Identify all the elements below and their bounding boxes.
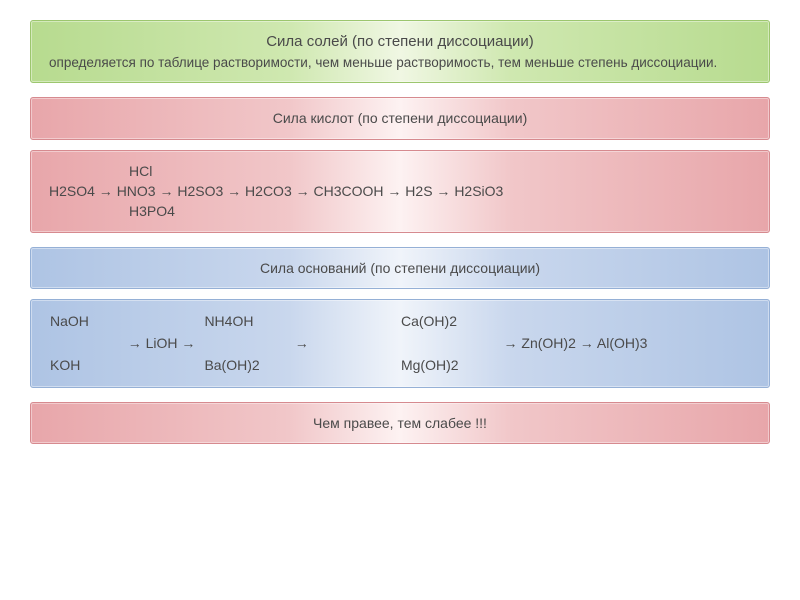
acids-heading-box: Сила кислот (по степени диссоциации) bbox=[30, 97, 770, 139]
bases-body-box: NaOH NH4OH Ca(OH)2 → LiOH → → → Zn(OH)2 … bbox=[30, 299, 770, 388]
bases-heading-box: Сила оснований (по степени диссоциации) bbox=[30, 247, 770, 289]
footer-box: Чем правее, тем слабее !!! bbox=[30, 402, 770, 444]
table-row: NaOH NH4OH Ca(OH)2 bbox=[49, 310, 751, 332]
bases-r3c2: Ba(OH)2 bbox=[203, 354, 400, 376]
bases-r2c3: → Zn(OH)2 → Al(OH)3 bbox=[400, 332, 751, 354]
salts-desc: определяется по таблице растворимости, ч… bbox=[49, 53, 751, 73]
bases-r2c1: → LiOH → bbox=[49, 332, 203, 354]
acids-heading: Сила кислот (по степени диссоциации) bbox=[273, 110, 527, 126]
acids-line3: H3PO4 bbox=[49, 201, 751, 221]
table-row: → LiOH → → → Zn(OH)2 → Al(OH)3 bbox=[49, 332, 751, 354]
salts-box: Сила солей (по степени диссоциации) опре… bbox=[30, 20, 770, 83]
bases-heading: Сила оснований (по степени диссоциации) bbox=[260, 260, 540, 276]
bases-r2c2: → bbox=[203, 332, 400, 354]
bases-r3c3: Mg(OH)2 bbox=[400, 354, 751, 376]
acids-line1: HCl bbox=[49, 161, 751, 181]
bases-r1c3: Ca(OH)2 bbox=[400, 310, 751, 332]
bases-r1c2: NH4OH bbox=[203, 310, 400, 332]
salts-title: Сила солей (по степени диссоциации) bbox=[49, 31, 751, 53]
table-row: KOH Ba(OH)2 Mg(OH)2 bbox=[49, 354, 751, 376]
bases-r3c1: KOH bbox=[49, 354, 203, 376]
bases-table: NaOH NH4OH Ca(OH)2 → LiOH → → → Zn(OH)2 … bbox=[49, 310, 751, 377]
footer-text: Чем правее, тем слабее !!! bbox=[313, 415, 487, 431]
acids-body-box: HCl H2SO4 → HNO3 → H2SO3 → H2CO3 → CH3CO… bbox=[30, 150, 770, 233]
bases-r1c1: NaOH bbox=[49, 310, 203, 332]
acids-line2: H2SO4 → HNO3 → H2SO3 → H2CO3 → CH3COOH →… bbox=[49, 181, 751, 201]
